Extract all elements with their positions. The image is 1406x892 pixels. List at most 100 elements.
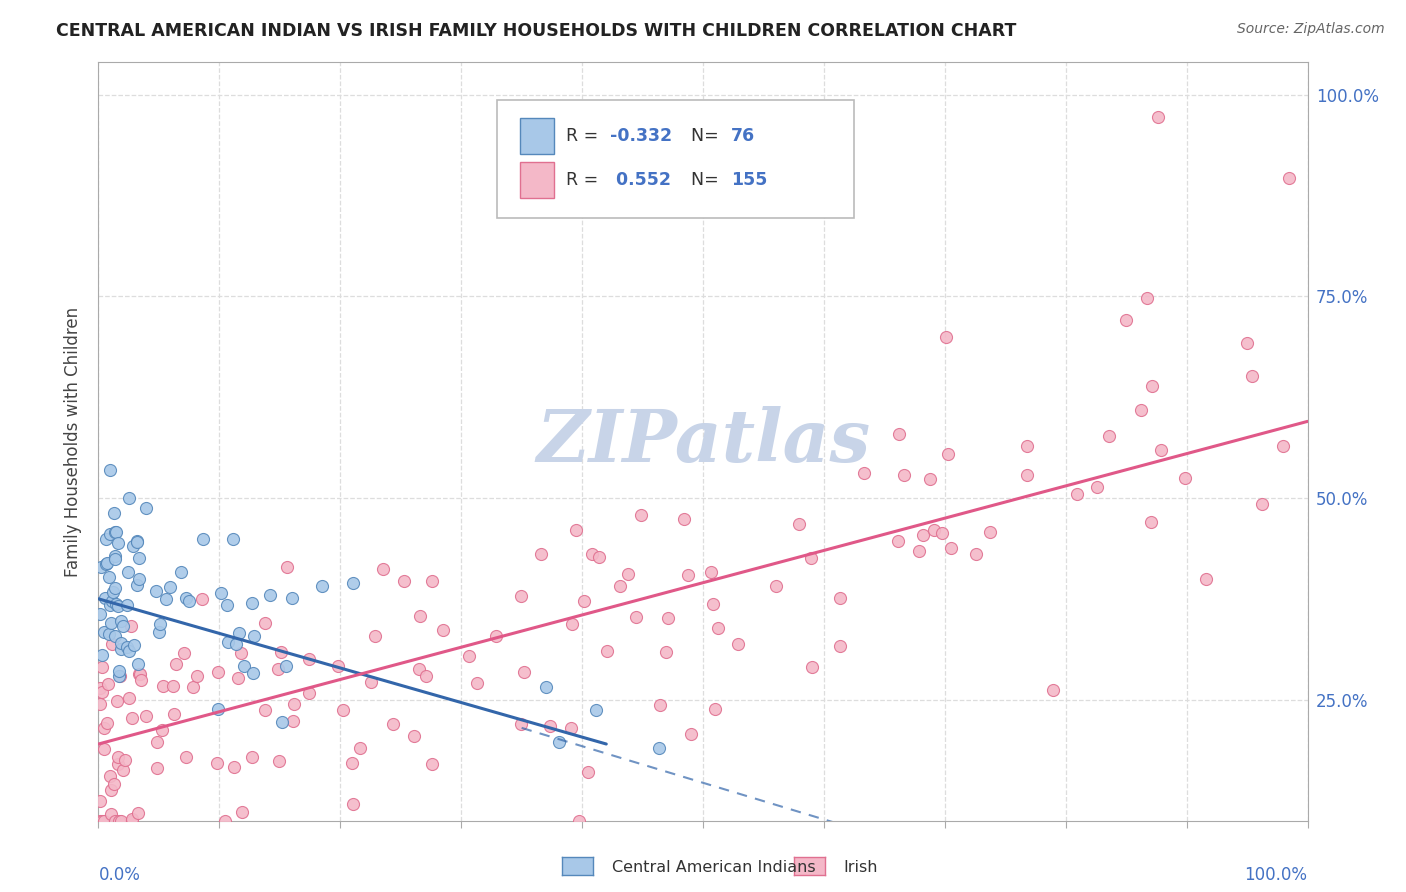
FancyBboxPatch shape [498, 101, 855, 218]
Point [100, 783, 122, 797]
Point [681, 727, 703, 741]
Point [530, 547, 553, 561]
Point [510, 716, 533, 731]
Point [510, 589, 533, 603]
Point [253, 703, 276, 717]
Point [96, 557, 118, 571]
Point [118, 690, 141, 705]
Point [281, 714, 304, 728]
Point [765, 579, 787, 593]
Point [588, 549, 610, 564]
Point [89, 697, 111, 711]
Y-axis label: Family Households with Children: Family Households with Children [65, 307, 83, 576]
Point [787, 517, 810, 532]
Point [648, 698, 671, 712]
Point [567, 814, 589, 828]
Point [98, 463, 121, 477]
Point [215, 598, 238, 612]
Point [104, 814, 127, 828]
Text: R =: R = [567, 127, 605, 145]
Point [110, 615, 132, 629]
Point [931, 526, 953, 541]
Point [1042, 682, 1064, 697]
Point [107, 750, 129, 764]
Point [128, 666, 150, 681]
Point [193, 533, 215, 547]
Point [111, 619, 134, 633]
Point [162, 679, 184, 693]
Point [432, 623, 454, 637]
Point [340, 756, 363, 771]
Point [936, 447, 959, 461]
Point [100, 807, 122, 822]
Point [93, 742, 115, 756]
Point [97, 626, 120, 640]
Point [240, 596, 263, 610]
Point [177, 594, 200, 608]
Text: Central American Indians: Central American Indians [612, 860, 815, 874]
Point [392, 574, 415, 588]
Point [98, 769, 121, 783]
Point [1150, 443, 1173, 458]
Point [127, 657, 149, 672]
Point [101, 594, 124, 608]
Point [342, 797, 364, 811]
Point [214, 814, 236, 828]
Point [145, 735, 167, 749]
Point [1066, 487, 1088, 501]
Point [104, 524, 127, 539]
Point [148, 624, 170, 639]
Point [267, 754, 290, 768]
Point [128, 572, 150, 586]
Point [1115, 313, 1137, 327]
Point [828, 591, 851, 606]
Point [363, 629, 385, 643]
Point [253, 616, 276, 631]
Point [565, 523, 588, 537]
Point [576, 764, 599, 779]
Point [232, 658, 254, 673]
Point [225, 637, 247, 651]
Point [283, 697, 305, 711]
Point [801, 659, 824, 673]
Point [129, 666, 152, 681]
Point [163, 707, 186, 722]
Point [107, 756, 129, 771]
Point [104, 549, 127, 563]
Point [534, 681, 557, 695]
Point [209, 586, 232, 600]
Point [97, 569, 120, 583]
Point [96, 715, 118, 730]
Point [630, 508, 652, 523]
Point [145, 762, 167, 776]
Point [104, 581, 127, 595]
Point [127, 578, 149, 592]
Point [1251, 497, 1274, 511]
Point [121, 814, 143, 828]
Point [114, 753, 136, 767]
Text: ZIPatlas: ZIPatlas [536, 406, 870, 477]
Point [242, 665, 264, 680]
Point [887, 533, 910, 548]
Point [100, 616, 122, 631]
Text: 155: 155 [731, 171, 768, 189]
Point [104, 524, 127, 539]
Text: R =: R = [567, 171, 605, 189]
Point [547, 735, 569, 749]
Point [96, 556, 118, 570]
Point [887, 427, 910, 442]
Point [371, 562, 394, 576]
Point [90, 559, 112, 574]
Point [98, 598, 121, 612]
Point [110, 814, 132, 828]
Point [702, 597, 724, 611]
Point [281, 591, 304, 606]
Point [165, 657, 187, 672]
Point [121, 812, 143, 826]
Point [673, 512, 696, 526]
Point [270, 645, 292, 659]
Point [243, 629, 266, 643]
Point [382, 717, 405, 731]
Point [1272, 439, 1295, 453]
Point [1015, 467, 1038, 482]
